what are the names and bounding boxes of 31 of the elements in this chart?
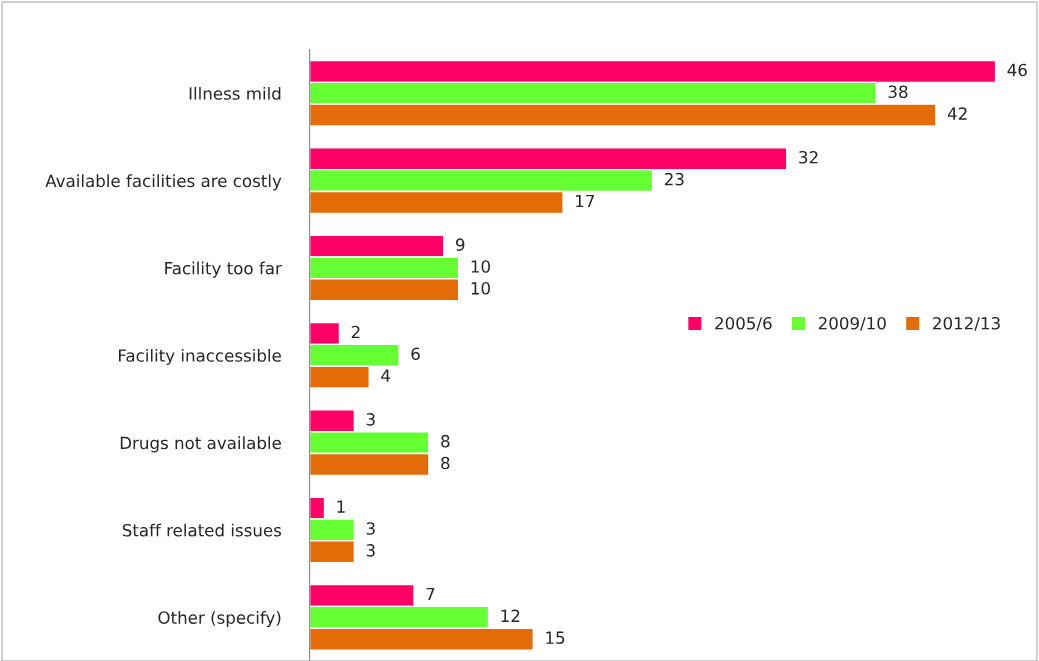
data-label: 6 xyxy=(411,347,420,361)
y-tick-label: Available facilities are costly xyxy=(45,174,282,191)
data-label: 1 xyxy=(337,500,345,513)
data-label: 42 xyxy=(947,107,967,120)
data-label: 17 xyxy=(576,194,595,208)
y-tick-label: Facility inaccessible xyxy=(119,348,281,366)
legend-label: 2009/10 xyxy=(818,316,886,331)
y-tick-label: Facility too far xyxy=(165,261,282,278)
y-tick-label: Other (specify) xyxy=(158,610,281,628)
legend-label: 2012/13 xyxy=(933,316,1000,331)
data-label: 38 xyxy=(888,85,908,99)
legend-label: 2005/6 xyxy=(715,316,772,331)
data-label: 3 xyxy=(366,413,375,426)
data-label: 10 xyxy=(471,282,490,295)
data-label: 15 xyxy=(546,631,565,644)
data-label: 8 xyxy=(441,434,450,448)
data-label: 10 xyxy=(471,260,490,273)
data-label: 23 xyxy=(664,172,684,186)
data-label: 3 xyxy=(366,522,375,535)
y-tick-label: Staff related issues xyxy=(122,523,282,537)
data-label: 9 xyxy=(455,238,465,251)
data-label: 46 xyxy=(1007,63,1027,77)
data-label: 12 xyxy=(501,609,520,622)
y-tick-label: Drugs not available xyxy=(120,436,281,453)
data-label: 2 xyxy=(351,325,360,339)
data-label: 3 xyxy=(366,544,375,557)
y-tick-label: Illness mild xyxy=(189,86,281,100)
data-label: 7 xyxy=(426,587,435,601)
data-label: 32 xyxy=(799,150,818,164)
data-label: 8 xyxy=(441,456,450,470)
data-label: 4 xyxy=(381,369,391,382)
